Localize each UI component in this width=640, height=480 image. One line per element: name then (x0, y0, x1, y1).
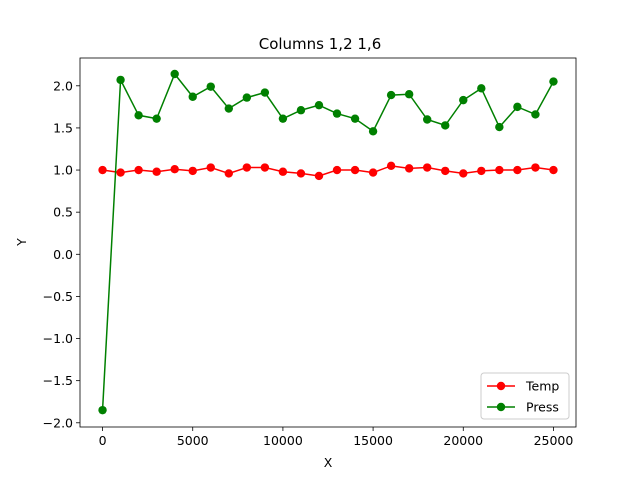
data-point-press (224, 104, 233, 113)
data-point-temp (242, 163, 252, 172)
data-point-temp (549, 165, 558, 175)
data-point-temp (152, 167, 161, 176)
y-tick-label: −0.5 (43, 289, 73, 304)
data-point-press (368, 127, 378, 136)
data-point-press (531, 110, 540, 119)
data-point-press (296, 106, 306, 115)
data-point-press (404, 90, 414, 99)
data-point-press (549, 77, 558, 86)
data-point-temp (188, 166, 197, 176)
data-point-temp (531, 163, 540, 172)
data-point-press (242, 93, 252, 102)
data-point-temp (350, 165, 360, 175)
data-point-temp (278, 167, 288, 176)
y-tick-label: 2.0 (53, 78, 73, 93)
data-point-temp (386, 161, 396, 171)
legend-label-temp: Temp (525, 379, 559, 394)
y-axis-label: Y (14, 238, 29, 247)
data-point-press (423, 115, 432, 124)
data-point-temp (224, 169, 233, 178)
data-point-temp (477, 166, 486, 176)
data-point-temp (404, 164, 414, 173)
data-point-press (260, 88, 270, 97)
axes-frame (79, 57, 577, 428)
legend-label-press: Press (526, 400, 559, 415)
data-point-press (350, 114, 360, 123)
data-point-temp (206, 163, 215, 172)
legend-marker-temp (496, 381, 506, 391)
data-point-press (278, 114, 288, 123)
y-tick-label: 1.0 (53, 163, 73, 178)
data-point-temp (314, 171, 324, 181)
legend-marker-press (496, 402, 506, 412)
x-tick-label: 5000 (177, 433, 209, 448)
x-tick-label: 0 (99, 433, 107, 448)
data-point-press (495, 122, 504, 132)
data-point-temp (116, 168, 125, 177)
data-point-temp (260, 163, 270, 172)
y-tick-label: 0.0 (53, 247, 73, 262)
x-tick-label: 25000 (534, 433, 574, 448)
data-point-temp (368, 168, 378, 177)
data-point-press (513, 102, 522, 112)
data-point-temp (459, 169, 468, 178)
data-point-press (98, 405, 107, 415)
data-point-temp (134, 165, 143, 175)
x-axis-label: X (324, 455, 333, 470)
y-tick-label: −1.5 (43, 373, 73, 388)
data-point-press (170, 69, 179, 79)
data-point-press (314, 100, 324, 110)
data-point-temp (332, 165, 342, 175)
data-point-temp (296, 169, 306, 178)
chart-title: Columns 1,2 1,6 (259, 35, 382, 53)
x-tick-label: 10000 (263, 433, 303, 448)
x-tick-label: 20000 (443, 433, 483, 448)
x-tick-label: 15000 (353, 433, 393, 448)
data-point-press (206, 82, 215, 91)
y-tick-label: −1.0 (43, 331, 73, 346)
data-point-temp (495, 165, 504, 175)
data-point-temp (98, 165, 107, 175)
y-tick-label: 1.5 (53, 120, 73, 135)
data-point-temp (423, 163, 432, 172)
data-point-press (477, 84, 486, 93)
data-point-temp (441, 166, 450, 176)
data-point-press (188, 92, 197, 101)
data-point-temp (513, 165, 522, 175)
legend: Temp Press (480, 372, 570, 420)
data-point-press (459, 95, 468, 105)
y-tick-label: 0.5 (53, 205, 73, 220)
plot-area: 0 5000 10000 15000 20000 25000 −2.0 −1.5 −1.0 −0.… (43, 57, 577, 448)
data-point-press (332, 109, 342, 118)
data-point-temp (170, 165, 179, 174)
y-tick-label: −2.0 (43, 415, 73, 430)
data-point-press (386, 90, 396, 100)
data-point-press (116, 75, 125, 85)
data-point-press (441, 121, 450, 130)
data-point-press (134, 111, 143, 120)
data-point-press (152, 114, 161, 123)
